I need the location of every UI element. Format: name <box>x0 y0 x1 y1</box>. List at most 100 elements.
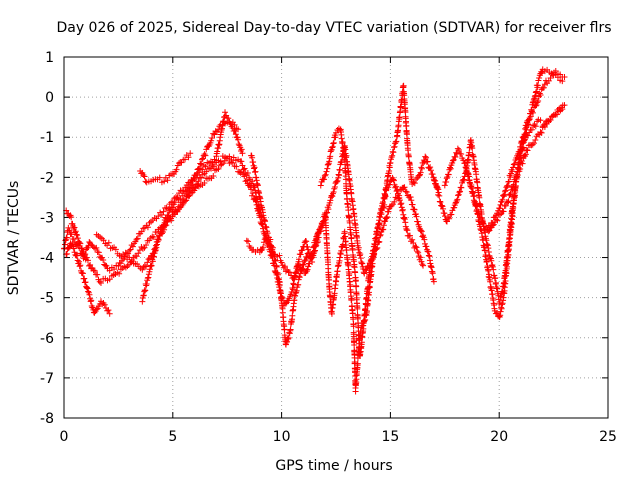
data-point <box>430 278 437 285</box>
data-point <box>276 252 283 259</box>
data-point <box>392 183 399 190</box>
data-point <box>403 188 410 195</box>
data-point <box>356 249 363 256</box>
data-point <box>420 262 427 269</box>
data-point <box>419 233 426 240</box>
data-point <box>77 262 84 269</box>
data-point <box>455 146 462 153</box>
y-tick-label: 0 <box>45 90 54 106</box>
data-point <box>83 254 90 261</box>
data-point <box>201 151 208 158</box>
data-point <box>264 230 271 237</box>
data-point <box>76 258 83 265</box>
data-point <box>286 330 293 337</box>
data-point <box>183 197 190 204</box>
data-point <box>144 275 151 282</box>
data-point <box>235 136 242 143</box>
data-point <box>401 99 408 106</box>
data-point <box>210 173 217 180</box>
data-point <box>399 206 406 213</box>
data-point <box>504 199 511 206</box>
data-point <box>524 147 531 154</box>
data-point <box>141 262 148 269</box>
y-tick-label: -5 <box>40 291 54 307</box>
data-point <box>254 182 261 189</box>
data-point <box>306 260 313 267</box>
data-point <box>87 261 94 268</box>
data-point <box>435 189 442 196</box>
data-point <box>528 126 535 133</box>
data-point <box>199 155 206 162</box>
data-point <box>164 177 171 184</box>
data-point <box>502 188 509 195</box>
data-point <box>112 246 119 253</box>
data-point <box>374 244 381 251</box>
data-point <box>309 250 316 257</box>
data-point <box>454 196 461 203</box>
data-point <box>259 221 266 228</box>
data-point <box>485 249 492 256</box>
data-point <box>217 158 224 165</box>
data-point <box>389 152 396 159</box>
data-point <box>152 248 159 255</box>
data-point <box>520 138 527 145</box>
data-point <box>77 240 84 247</box>
data-point <box>410 206 417 213</box>
data-point <box>361 317 368 324</box>
data-point <box>267 243 274 250</box>
data-point <box>296 274 303 281</box>
data-point <box>396 197 403 204</box>
series-track-5 <box>93 153 229 273</box>
data-point <box>201 179 208 186</box>
data-point <box>511 160 518 167</box>
data-point <box>185 154 192 161</box>
data-point <box>78 245 85 252</box>
data-point <box>398 96 405 103</box>
data-point <box>91 267 98 274</box>
data-point <box>196 175 203 182</box>
data-point <box>85 288 92 295</box>
data-point <box>476 194 483 201</box>
data-point <box>356 332 363 339</box>
data-point <box>414 248 421 255</box>
data-point <box>530 122 537 129</box>
data-point <box>439 203 446 210</box>
data-point <box>299 247 306 254</box>
data-point <box>423 243 430 250</box>
x-tick-labels: 0 5 10 15 20 25 <box>60 429 617 445</box>
data-point <box>111 266 118 273</box>
data-point <box>466 177 473 184</box>
chart-title: Day 026 of 2025, Sidereal Day-to-day VTE… <box>56 20 611 36</box>
data-point <box>506 191 513 198</box>
data-point <box>389 148 396 155</box>
data-point <box>408 197 415 204</box>
data-point <box>427 167 434 174</box>
data-point <box>83 284 90 291</box>
data-point <box>144 259 151 266</box>
data-point <box>524 122 531 129</box>
data-point <box>198 161 205 168</box>
data-point <box>239 162 246 169</box>
data-point <box>353 283 360 290</box>
plot-frame <box>63 56 609 419</box>
data-point <box>177 195 184 202</box>
data-point <box>526 116 533 123</box>
data-point <box>152 247 159 254</box>
data-point <box>391 143 398 150</box>
data-point <box>489 222 496 229</box>
data-point <box>537 129 544 136</box>
data-point <box>282 341 289 348</box>
data-point <box>332 134 339 141</box>
data-point <box>541 122 548 129</box>
data-point <box>249 190 256 197</box>
data-point <box>185 192 192 199</box>
data-point <box>126 247 133 254</box>
data-point <box>490 221 497 228</box>
data-point <box>333 178 340 185</box>
data-point <box>343 247 350 254</box>
data-point <box>485 245 492 252</box>
data-point <box>416 172 423 179</box>
y-tick-label: 1 <box>45 50 54 66</box>
data-point <box>497 211 504 218</box>
data-point <box>196 165 203 172</box>
